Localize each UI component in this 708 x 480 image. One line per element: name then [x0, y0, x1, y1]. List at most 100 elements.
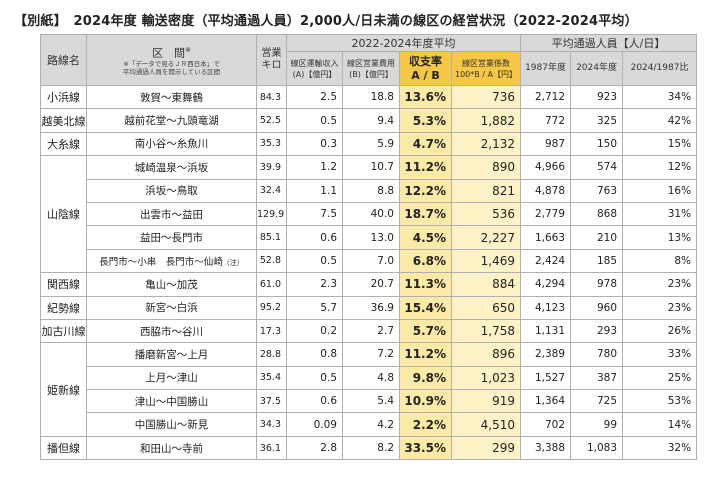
factor-cell: 299: [450, 435, 522, 461]
factor-cell: 1,758: [450, 318, 522, 344]
route-cell: 紀勢線: [40, 295, 87, 320]
revenue-cell: 7.5: [286, 201, 343, 227]
passengers-2024-cell: 960: [570, 295, 624, 320]
section-cell: 西脇市～谷川: [86, 318, 257, 344]
revenue-cell: 0.5: [286, 108, 343, 133]
passengers-1987-cell: 2,389: [520, 342, 572, 367]
section-note: （注）: [222, 258, 244, 267]
section-cell: 浜坂～鳥取: [86, 178, 257, 203]
passengers-2024-cell: 780: [570, 342, 624, 367]
cost-cell: 4.2: [342, 412, 400, 437]
factor-cell: 2,132: [450, 131, 522, 157]
cost-cell: 9.4: [342, 108, 400, 133]
km-cell: 28.8: [256, 342, 287, 367]
section-cell: 長門市～小串 長門市～仙崎（注）: [86, 248, 257, 274]
passengers-1987-cell: 4,294: [520, 272, 572, 297]
table-row: 姫新線 播磨新宮～上月 28.8 0.8 7.2 11.2% 896 2,389…: [40, 342, 698, 437]
factor-cell: 1,023: [450, 365, 522, 391]
revenue-cell: 0.6: [286, 225, 343, 250]
km-cell: 129.9: [256, 201, 287, 227]
ratio-cell: 12.2%: [399, 178, 452, 203]
section-cell: 津山～中国勝山: [86, 389, 257, 414]
ratio-cell: 13.6%: [399, 84, 452, 110]
header-ratio: 収支率 A / B: [399, 51, 452, 86]
km-cell: 95.2: [256, 295, 287, 320]
revenue-cell: 0.09: [286, 412, 343, 437]
ratio-cell: 11.2%: [399, 342, 452, 367]
header-revenue: 線区運輸収入 (A)【億円】: [286, 51, 343, 86]
table-row: 津山～中国勝山 37.5 0.6 5.4 10.9% 919 1,364 725…: [41, 389, 698, 414]
section-cell: 城崎温泉～浜坂: [86, 155, 257, 180]
header-group-passengers: 平均通過人員【人/日】: [520, 34, 698, 52]
ratio-cell: 15.4%: [399, 295, 452, 320]
change-cell: 23%: [622, 272, 698, 297]
passengers-2024-cell: 293: [570, 318, 624, 344]
ratio-cell: 10.9%: [399, 389, 452, 414]
ratio-cell: 5.7%: [399, 318, 452, 344]
cost-cell: 20.7: [342, 272, 400, 297]
revenue-cell: 2.5: [286, 84, 343, 110]
route-cell: 大糸線: [40, 131, 87, 157]
factor-cell: 2,227: [450, 225, 522, 250]
ratio-cell: 9.8%: [399, 365, 452, 391]
header-factor: 線区営業係数 100*B / A【円】: [450, 51, 522, 86]
change-cell: 16%: [622, 178, 698, 203]
revenue-cell: 0.2: [286, 318, 343, 344]
passengers-2024-cell: 387: [570, 365, 624, 391]
table-row: 加古川線 西脇市～谷川 17.3 0.2 2.7 5.7% 1,758 1,13…: [40, 318, 698, 344]
section-label: 長門市～小串 長門市～仙崎: [99, 256, 223, 268]
change-cell: 33%: [622, 342, 698, 367]
factor-cell: 4,510: [450, 412, 522, 437]
table-row: 紀勢線 新宮～白浜 95.2 5.7 36.9 15.4% 650 4,123 …: [40, 295, 698, 320]
cost-cell: 8.2: [342, 435, 400, 461]
ratio-cell: 6.8%: [399, 248, 452, 274]
km-cell: 52.5: [256, 108, 287, 133]
passengers-1987-cell: 4,878: [520, 178, 572, 203]
km-cell: 84.3: [256, 84, 287, 110]
passengers-2024-cell: 725: [570, 389, 624, 414]
table-row: 越美北線 越前花堂～九頭竜湖 52.5 0.5 9.4 5.3% 1,882 7…: [40, 108, 698, 133]
header-2024: 2024年度: [570, 51, 624, 86]
factor-cell: 890: [450, 155, 522, 180]
revenue-cell: 2.8: [286, 435, 343, 461]
header-section-mark: ※: [185, 46, 191, 55]
factor-cell: 896: [450, 342, 522, 367]
section-cell: 敦賀～東舞鶴: [86, 84, 257, 110]
change-cell: 12%: [622, 155, 698, 180]
route-cell: 播但線: [40, 435, 87, 461]
route-cell: 越美北線: [40, 108, 87, 133]
passengers-1987-cell: 1,131: [520, 318, 572, 344]
route-cell: 小浜線: [40, 84, 87, 110]
change-cell: 42%: [622, 108, 698, 133]
header-cost: 線区営業費用 (B)【億円】: [342, 51, 400, 86]
factor-cell: 821: [450, 178, 522, 203]
header-1987: 1987年度: [520, 51, 572, 86]
cost-cell: 2.7: [342, 318, 400, 344]
km-cell: 39.9: [256, 155, 287, 180]
passengers-2024-cell: 868: [570, 201, 624, 227]
passengers-1987-cell: 1,364: [520, 389, 572, 414]
change-cell: 13%: [622, 225, 698, 250]
passengers-2024-cell: 923: [570, 84, 624, 110]
revenue-cell: 0.8: [286, 342, 343, 367]
factor-cell: 919: [450, 389, 522, 414]
passengers-2024-cell: 185: [570, 248, 624, 274]
passengers-1987-cell: 3,388: [520, 435, 572, 461]
passengers-1987-cell: 2,424: [520, 248, 572, 274]
passengers-2024-cell: 325: [570, 108, 624, 133]
table-row: 益田～長門市 85.1 0.6 13.0 4.5% 2,227 1,663 21…: [41, 225, 698, 250]
table-row: 長門市～小串 長門市～仙崎（注） 52.8 0.5 7.0 6.8% 1,469…: [41, 248, 698, 274]
cost-cell: 10.7: [342, 155, 400, 180]
revenue-cell: 0.3: [286, 131, 343, 157]
ratio-cell: 11.3%: [399, 272, 452, 297]
factor-cell: 650: [450, 295, 522, 320]
table-row: 小浜線 敦賀～東舞鶴 84.3 2.5 18.8 13.6% 736 2,712…: [40, 84, 698, 110]
factor-cell: 884: [450, 272, 522, 297]
header-section-note: ※「データで見るＪＲ西日本」で 平均通過人員を開示している区間: [122, 59, 221, 76]
passengers-2024-cell: 978: [570, 272, 624, 297]
table-row: 上月～津山 35.4 0.5 4.8 9.8% 1,023 1,527 387 …: [41, 365, 698, 391]
section-cell: 新宮～白浜: [86, 295, 257, 320]
revenue-cell: 0.5: [286, 248, 343, 274]
change-cell: 25%: [622, 365, 698, 391]
passengers-1987-cell: 2,712: [520, 84, 572, 110]
